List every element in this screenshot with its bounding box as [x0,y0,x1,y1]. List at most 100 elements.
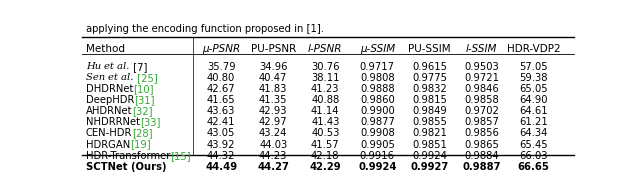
Text: applying the encoding function proposed in [1].: applying the encoding function proposed … [86,24,324,34]
Text: 0.9865: 0.9865 [464,140,499,150]
Text: 44.27: 44.27 [257,162,289,172]
Text: 0.9808: 0.9808 [360,73,395,83]
Text: 0.9857: 0.9857 [464,117,499,127]
Text: 66.65: 66.65 [518,162,550,172]
Text: 40.53: 40.53 [311,128,339,139]
Text: 0.9821: 0.9821 [412,128,447,139]
Text: 34.96: 34.96 [259,62,287,72]
Text: 41.65: 41.65 [207,95,236,105]
Text: 38.11: 38.11 [311,73,340,83]
Text: [7]: [7] [130,62,147,72]
Text: 0.9905: 0.9905 [360,140,395,150]
Text: 44.03: 44.03 [259,140,287,150]
Text: 0.9916: 0.9916 [360,151,395,161]
Text: 42.18: 42.18 [311,151,340,161]
Text: [32]: [32] [132,106,153,116]
Text: PU-PSNR: PU-PSNR [251,44,296,54]
Text: 41.43: 41.43 [311,117,339,127]
Text: SCTNet (Ours): SCTNet (Ours) [86,162,166,172]
Text: 42.41: 42.41 [207,117,236,127]
Text: 43.92: 43.92 [207,140,236,150]
Text: 0.9884: 0.9884 [464,151,499,161]
Text: 0.9615: 0.9615 [412,62,447,72]
Text: 42.29: 42.29 [310,162,341,172]
Text: 0.9855: 0.9855 [412,117,447,127]
Text: 41.23: 41.23 [311,84,340,94]
Text: 30.76: 30.76 [311,62,340,72]
Text: 64.61: 64.61 [519,106,548,116]
Text: [33]: [33] [140,117,161,127]
Text: Method: Method [86,44,125,54]
Text: 35.79: 35.79 [207,62,236,72]
Text: 42.93: 42.93 [259,106,287,116]
Text: NHDRRNet: NHDRRNet [86,117,140,127]
Text: HDRGAN: HDRGAN [86,140,130,150]
Text: 43.63: 43.63 [207,106,236,116]
Text: et al.: et al. [104,62,130,71]
Text: 0.9721: 0.9721 [464,73,499,83]
Text: 0.9888: 0.9888 [360,84,395,94]
Text: 0.9832: 0.9832 [412,84,447,94]
Text: 64.34: 64.34 [520,128,548,139]
Text: DeepHDR: DeepHDR [86,95,134,105]
Text: 0.9858: 0.9858 [464,95,499,105]
Text: 61.21: 61.21 [519,117,548,127]
Text: [25]: [25] [134,73,157,83]
Text: 43.05: 43.05 [207,128,236,139]
Text: 0.9924: 0.9924 [358,162,397,172]
Text: [28]: [28] [132,128,153,139]
Text: 41.83: 41.83 [259,84,287,94]
Text: 0.9860: 0.9860 [360,95,395,105]
Text: HDR-VDP2: HDR-VDP2 [507,44,561,54]
Text: 66.03: 66.03 [519,151,548,161]
Text: 0.9846: 0.9846 [464,84,499,94]
Text: et al.: et al. [108,73,134,82]
Text: 0.9851: 0.9851 [412,140,447,150]
Text: 44.23: 44.23 [259,151,287,161]
Text: [31]: [31] [134,95,155,105]
Text: 0.9775: 0.9775 [412,73,447,83]
Text: 42.67: 42.67 [207,84,236,94]
Text: 0.9702: 0.9702 [464,106,499,116]
Text: 44.32: 44.32 [207,151,236,161]
Text: 57.05: 57.05 [519,62,548,72]
Text: DHDRNet: DHDRNet [86,84,133,94]
Text: 64.90: 64.90 [519,95,548,105]
Text: 40.47: 40.47 [259,73,287,83]
Text: 0.9900: 0.9900 [360,106,395,116]
Text: Sen: Sen [86,73,108,82]
Text: 0.9924: 0.9924 [412,151,447,161]
Text: 43.24: 43.24 [259,128,287,139]
Text: 65.05: 65.05 [519,84,548,94]
Text: [15]: [15] [170,151,191,161]
Text: 0.9887: 0.9887 [462,162,500,172]
Text: 59.38: 59.38 [519,73,548,83]
Text: PU-SSIM: PU-SSIM [408,44,451,54]
Text: HDR-Transformer: HDR-Transformer [86,151,170,161]
Text: 40.80: 40.80 [207,73,236,83]
Text: μ-PSNR: μ-PSNR [202,44,240,54]
Text: AHDRNet: AHDRNet [86,106,132,116]
Text: [10]: [10] [133,84,154,94]
Text: 0.9717: 0.9717 [360,62,395,72]
Text: 0.9877: 0.9877 [360,117,395,127]
Text: [19]: [19] [130,140,151,150]
Text: 0.9815: 0.9815 [412,95,447,105]
Text: 0.9503: 0.9503 [464,62,499,72]
Text: 41.57: 41.57 [311,140,340,150]
Text: 41.35: 41.35 [259,95,287,105]
Text: l-SSIM: l-SSIM [466,44,497,54]
Text: 0.9927: 0.9927 [410,162,449,172]
Text: 0.9856: 0.9856 [464,128,499,139]
Text: 0.9849: 0.9849 [412,106,447,116]
Text: 40.88: 40.88 [311,95,339,105]
Text: 44.49: 44.49 [205,162,237,172]
Text: μ-SSIM: μ-SSIM [360,44,395,54]
Text: 41.14: 41.14 [311,106,340,116]
Text: 65.45: 65.45 [519,140,548,150]
Text: 0.9908: 0.9908 [360,128,395,139]
Text: l-PSNR: l-PSNR [308,44,342,54]
Text: Hu: Hu [86,62,104,71]
Text: CEN-HDR: CEN-HDR [86,128,132,139]
Text: 42.97: 42.97 [259,117,287,127]
